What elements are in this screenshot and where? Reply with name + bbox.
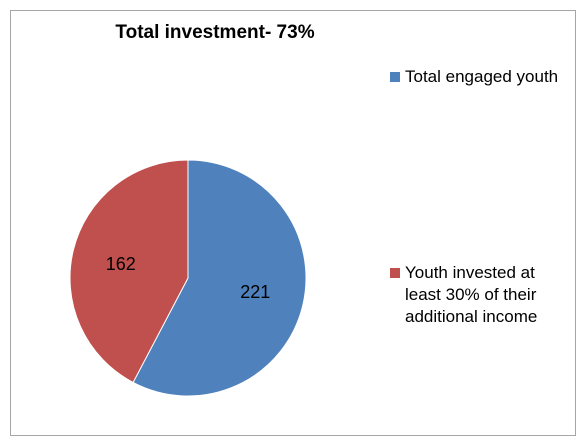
legend-swatch-red: [390, 268, 400, 278]
pie-slice-total-engaged-youth: [132, 159, 307, 397]
chart-title: Total investment- 73%: [115, 22, 315, 43]
legend-item-youth-invested: Youth invested at least 30% of their add…: [390, 262, 575, 328]
data-label-162: 162: [106, 254, 136, 274]
data-label-221: 221: [240, 282, 270, 302]
pie-slice-youth-invested: [69, 159, 189, 384]
legend-item-total-engaged-youth: Total engaged youth: [390, 66, 575, 88]
legend-label: Total engaged youth: [405, 67, 559, 86]
legend-label: Youth invested at least 30% of their add…: [405, 263, 538, 326]
legend-swatch-blue: [390, 72, 400, 82]
